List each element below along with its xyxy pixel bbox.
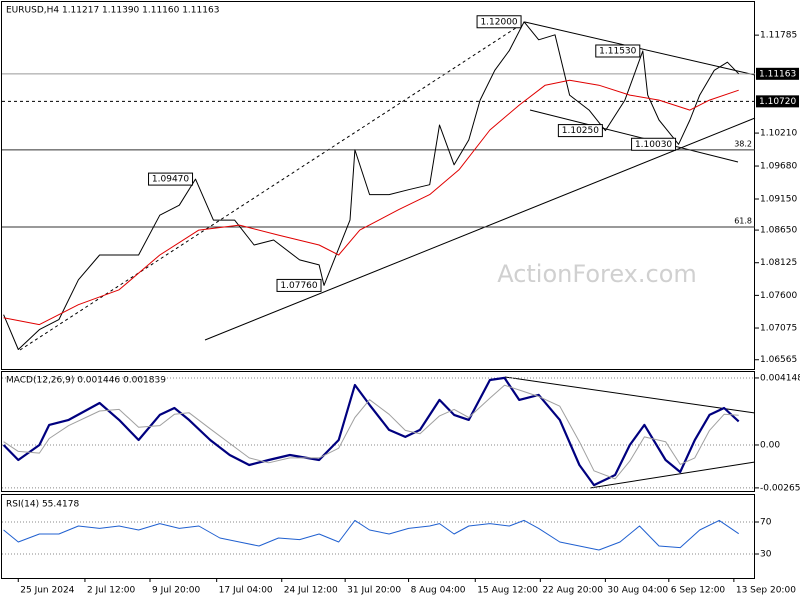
frames — [1, 1, 755, 579]
x-tick-label: 24 Jul 12:00 — [284, 586, 338, 596]
annotation-box — [148, 172, 194, 186]
rsi-frame — [1, 494, 755, 579]
y-tick-label: 0.004148 — [760, 373, 800, 383]
x-tick-label: 6 Sep 12:00 — [671, 586, 726, 596]
main-frame — [1, 1, 755, 370]
annotation-label: 1.09470 — [152, 175, 189, 185]
trend-line — [504, 376, 756, 414]
macd-frame — [1, 371, 755, 492]
x-tick-label: 2 Jul 12:00 — [87, 586, 136, 596]
annotation-label: 1.11530 — [599, 46, 636, 56]
trend-line — [19, 21, 526, 351]
rsi-title: RSI(14) 55.4178 — [6, 500, 79, 510]
x-tick-label: 31 Jul 20:00 — [347, 586, 401, 596]
x-tick-label: 8 Aug 04:00 — [411, 586, 466, 596]
level-box — [756, 95, 799, 108]
trend-line — [204, 117, 756, 341]
series-line — [3, 79, 739, 326]
series-line — [3, 21, 740, 350]
trend-line — [529, 109, 739, 163]
y-tick-label: 1.10210 — [760, 129, 797, 139]
main-title: EURUSD,H4 1.11217 1.11390 1.11160 1.1116… — [6, 6, 219, 16]
y-tick-label: 1.09150 — [760, 194, 797, 204]
level-label: 1.10720 — [759, 97, 796, 107]
y-tick-label: -0.002656 — [760, 483, 800, 493]
level-box — [756, 67, 799, 80]
annotation-label: 1.12000 — [480, 17, 517, 27]
series-line — [3, 519, 739, 551]
x-tick-label: 17 Jul 04:00 — [219, 586, 273, 596]
annotation-box — [595, 44, 641, 58]
x-tick-label: 15 Aug 12:00 — [477, 586, 538, 596]
y-tick-label: 1.06565 — [760, 355, 797, 365]
annotation-box — [476, 15, 522, 29]
watermark: ActionForex.com — [497, 260, 697, 288]
x-tick-label: 25 Jun 2024 — [20, 586, 74, 596]
x-tick-label: 30 Aug 04:00 — [607, 586, 668, 596]
annotation-box — [276, 278, 322, 292]
trend-lines — [19, 21, 756, 489]
x-tick-label: 9 Jul 20:00 — [152, 586, 201, 596]
fib-label: 61.8 — [734, 216, 752, 225]
y-tick-label: 1.07600 — [760, 291, 797, 301]
level-label: 1.11163 — [759, 69, 796, 79]
y-tick-label: 1.07075 — [760, 324, 797, 334]
y-tick-label: 70 — [760, 518, 772, 528]
y-tick-label: 1.08125 — [760, 258, 797, 268]
annotation-label: 1.10250 — [562, 126, 599, 136]
y-tick-label: 0.00 — [760, 440, 780, 450]
annotation-label: 1.10030 — [635, 140, 672, 150]
trend-line — [589, 461, 756, 489]
y-tick-label: 1.08650 — [760, 226, 797, 236]
y-tick-label: 30 — [760, 550, 772, 560]
x-tick-label: 13 Sep 20:00 — [736, 586, 796, 596]
x-tick-label: 22 Aug 20:00 — [542, 586, 603, 596]
y-tick-label: 1.11785 — [760, 31, 797, 41]
series-line — [3, 384, 739, 480]
annotation-label: 1.07760 — [280, 281, 317, 291]
y-tick-label: 1.09680 — [760, 162, 797, 172]
series-line — [2, 376, 740, 487]
macd-title: MACD(12,26,9) 0.001446 0.001839 — [6, 376, 166, 386]
annotation-box — [557, 124, 603, 138]
annotation-box — [631, 137, 677, 151]
fib-label: 38.2 — [734, 139, 752, 148]
